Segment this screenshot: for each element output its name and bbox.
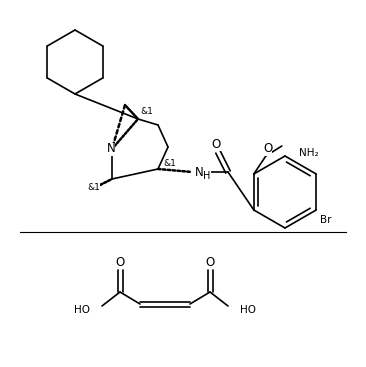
Text: O: O bbox=[205, 255, 214, 269]
Text: &1: &1 bbox=[141, 108, 153, 116]
Text: Br: Br bbox=[320, 215, 332, 225]
Text: NH₂: NH₂ bbox=[299, 148, 319, 158]
Text: &1: &1 bbox=[87, 182, 100, 192]
Text: O: O bbox=[115, 255, 125, 269]
Text: &1: &1 bbox=[164, 159, 176, 167]
Text: HO: HO bbox=[240, 305, 256, 315]
Text: HO: HO bbox=[74, 305, 90, 315]
Text: N: N bbox=[107, 142, 115, 156]
Text: O: O bbox=[263, 142, 272, 156]
Text: N: N bbox=[195, 166, 203, 178]
Text: O: O bbox=[212, 138, 221, 150]
Text: H: H bbox=[203, 171, 211, 181]
